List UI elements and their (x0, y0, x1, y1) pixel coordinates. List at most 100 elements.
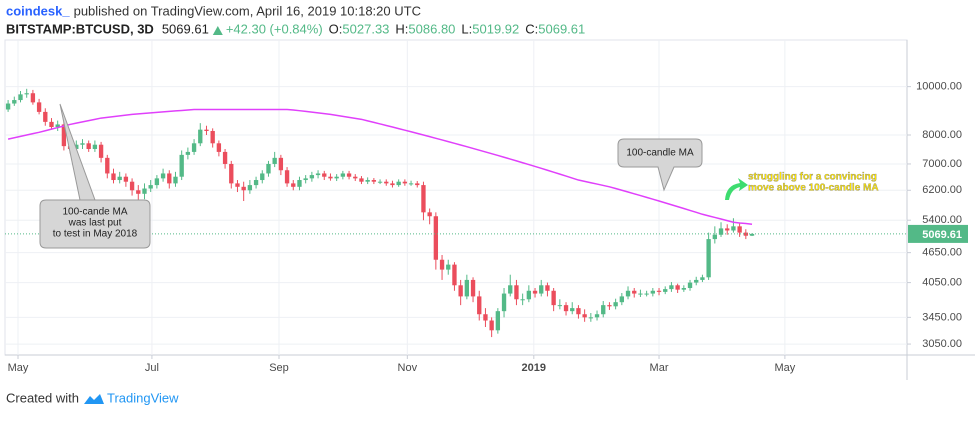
candle-body (92, 144, 98, 150)
y-tick-label: 10000.00 (916, 81, 962, 93)
candle-body (371, 180, 377, 182)
candle-body (663, 289, 668, 292)
x-tick-label: 2019 (522, 362, 546, 374)
candle-body (687, 282, 693, 289)
ohlc-label: C: (525, 21, 538, 36)
candle-body (61, 124, 67, 147)
candle-body (204, 129, 209, 131)
candle-body (464, 279, 470, 297)
candle-body (526, 290, 532, 300)
candle-body (415, 183, 420, 186)
candle-body (421, 185, 426, 213)
candle-body (185, 151, 191, 155)
y-tick-label: 4650.00 (922, 247, 962, 259)
candle-body (210, 130, 215, 144)
candle-body (508, 285, 513, 294)
candle-body (98, 144, 104, 158)
candle-body (24, 93, 29, 95)
candle-body (601, 305, 606, 315)
candle-body (284, 170, 290, 184)
candle-body (737, 226, 742, 233)
candle-body (570, 308, 575, 312)
candle-body (402, 181, 408, 184)
plot-area (4, 39, 908, 356)
candle-body (229, 163, 234, 184)
candle-body (12, 100, 17, 104)
y-tick-label: 7000.00 (922, 158, 962, 170)
footer-brand[interactable]: TradingView (107, 390, 179, 405)
candle-body (377, 181, 383, 183)
candle-body (501, 293, 507, 312)
ohlc-value: 5069.61 (538, 21, 585, 36)
candle-body (5, 103, 11, 110)
candle-body (545, 285, 550, 291)
last-price-tag (908, 224, 968, 243)
change: +42.30 (+0.84%) (226, 21, 323, 36)
candle-body (105, 157, 110, 174)
candle-body (353, 176, 358, 179)
x-tick-label: Nov (398, 362, 418, 374)
candle-body (749, 233, 755, 236)
candle-body (36, 102, 42, 112)
candle-body (365, 180, 370, 182)
author[interactable]: coindesk_ (6, 3, 70, 18)
candle-body (644, 293, 649, 295)
candle-body (241, 186, 246, 191)
grid: 10000.00 8000.00 7000.00 6200.00 5400.00 4650… (5, 40, 962, 374)
candle-body (470, 279, 476, 297)
candle-body (694, 279, 699, 283)
ohlc-value: 5019.92 (472, 21, 519, 36)
candle-body (55, 124, 60, 128)
footer-text: Created with (6, 390, 79, 405)
candle-body (495, 311, 501, 331)
candle-body (396, 181, 401, 186)
candle-body (557, 305, 563, 307)
candle-body (439, 259, 445, 270)
candle-body (632, 290, 637, 294)
candle-body (74, 144, 79, 150)
ohlc-label: H: (395, 21, 408, 36)
candle-body (253, 180, 259, 186)
candle-body (514, 285, 519, 300)
ohlc-value: 5086.80 (408, 21, 455, 36)
candle-body (675, 285, 680, 290)
candle-body (30, 93, 36, 103)
up-triangle (212, 26, 223, 35)
candle-body (359, 178, 364, 182)
y-tick-label: 8000.00 (922, 129, 962, 141)
callout-box (39, 103, 151, 249)
candle-body (731, 226, 736, 231)
candle-body (191, 143, 197, 152)
candle-body (390, 183, 395, 186)
candle-body (315, 173, 321, 176)
candle-body (588, 317, 594, 319)
candle-body (328, 176, 333, 179)
candle-body (520, 299, 525, 301)
candle-body (625, 290, 631, 297)
candle-body (222, 151, 228, 164)
candle-body (613, 302, 618, 307)
candle-body (532, 290, 538, 294)
candle-body (681, 288, 686, 290)
candle-body (346, 173, 352, 177)
candle-body (446, 264, 451, 270)
candle-body (160, 173, 166, 179)
annotation-text: was last put (68, 218, 122, 229)
candle-body (607, 305, 612, 307)
candle-body (142, 188, 147, 194)
callout-box (617, 138, 703, 192)
candle-body (117, 176, 122, 181)
candle-body (408, 183, 414, 185)
candle-body (303, 178, 308, 181)
candle-body (700, 277, 705, 280)
candle-body (291, 183, 296, 187)
footer: Created with TradingView (6, 390, 179, 405)
candle-body (43, 111, 48, 122)
candles: 5069.61 (5, 88, 968, 338)
candle-body (309, 175, 315, 179)
candle-body (340, 173, 346, 177)
candle-body (669, 285, 674, 290)
y-tick-label: 6200.00 (922, 184, 962, 196)
